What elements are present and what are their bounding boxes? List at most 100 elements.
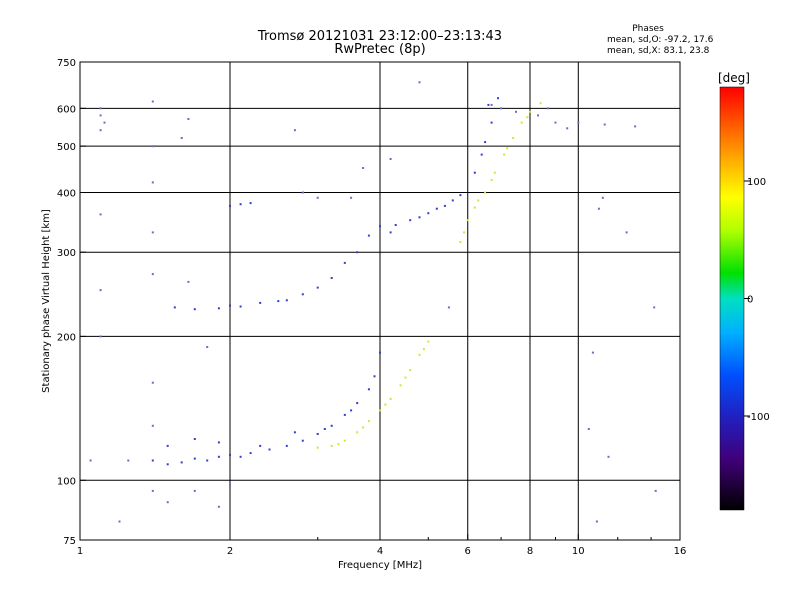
data-point xyxy=(362,426,365,429)
y-axis-label: Stationary phase Virtual Height [km] xyxy=(41,209,52,393)
x-tick-label: 10 xyxy=(572,546,585,557)
data-point xyxy=(435,207,438,210)
data-point xyxy=(587,428,590,430)
data-point xyxy=(293,431,296,434)
data-point xyxy=(409,369,412,372)
data-point xyxy=(343,261,346,264)
data-point xyxy=(187,118,190,120)
data-point xyxy=(520,121,523,124)
data-point xyxy=(607,455,610,458)
data-point xyxy=(316,196,319,199)
x-axis-label: Frequency [MHz] xyxy=(338,560,422,571)
data-point xyxy=(577,121,580,124)
data-point xyxy=(367,420,370,423)
data-point xyxy=(229,204,231,207)
data-point xyxy=(362,167,365,169)
data-point xyxy=(259,301,262,304)
data-point xyxy=(427,340,430,343)
x-axis: 1 2 4 6 8 10 16 xyxy=(77,534,687,557)
data-point xyxy=(529,110,531,113)
data-point xyxy=(484,191,487,194)
data-point xyxy=(515,110,517,113)
data-point xyxy=(301,439,304,442)
colorbar-tick-label: 0 xyxy=(747,295,753,306)
data-point xyxy=(166,501,169,504)
y-tick-label: 500 xyxy=(57,142,76,153)
data-point xyxy=(99,107,102,110)
y-axis: 75 100 200 300 400 500 600 750 xyxy=(57,58,86,547)
data-point xyxy=(473,206,476,209)
data-point xyxy=(193,308,196,311)
data-point xyxy=(166,463,169,466)
x-tick-label: 16 xyxy=(674,546,687,557)
data-point xyxy=(151,145,154,148)
data-point xyxy=(384,403,387,406)
colorbar-ticks: 100 0 -100 xyxy=(744,177,770,423)
data-point xyxy=(316,433,319,435)
data-point xyxy=(151,381,154,384)
data-point xyxy=(389,397,392,400)
data-point xyxy=(99,213,102,216)
data-point xyxy=(217,441,220,444)
x-tick-label: 4 xyxy=(377,546,383,557)
data-point xyxy=(249,202,252,205)
data-point xyxy=(193,438,196,440)
stats-heading: Phases xyxy=(632,24,664,34)
data-point xyxy=(187,280,190,283)
data-point xyxy=(193,489,196,492)
data-point xyxy=(356,402,359,405)
data-point xyxy=(99,289,102,292)
data-point xyxy=(350,196,353,199)
data-point xyxy=(625,231,628,234)
data-point xyxy=(151,459,154,462)
data-point xyxy=(506,147,509,150)
data-point xyxy=(301,191,304,194)
data-point xyxy=(173,306,176,309)
data-point xyxy=(547,107,550,110)
data-point xyxy=(490,178,493,181)
data-point xyxy=(249,452,252,455)
data-point xyxy=(323,428,326,430)
data-point xyxy=(447,306,450,309)
data-point xyxy=(206,459,209,462)
data-point xyxy=(601,196,604,199)
data-point xyxy=(526,116,529,119)
data-point xyxy=(337,443,340,446)
data-point xyxy=(217,505,220,508)
data-point xyxy=(356,251,359,254)
data-point xyxy=(603,123,606,126)
colorbar-label: [deg] xyxy=(718,71,750,85)
data-point xyxy=(418,216,421,219)
data-point xyxy=(151,424,154,427)
x-tick-label: 8 xyxy=(527,546,533,557)
data-point xyxy=(367,388,370,391)
data-point xyxy=(151,273,154,276)
data-point xyxy=(480,153,483,156)
x-tick-label: 6 xyxy=(465,546,471,557)
data-point xyxy=(503,153,506,156)
data-point xyxy=(99,335,102,338)
data-point xyxy=(597,207,600,210)
data-point xyxy=(451,199,454,202)
data-point xyxy=(394,224,397,226)
data-point xyxy=(554,121,557,124)
data-point xyxy=(151,100,154,103)
data-point xyxy=(180,137,183,139)
y-tick-label: 100 xyxy=(57,476,76,487)
data-point xyxy=(373,375,376,378)
y-tick-label: 750 xyxy=(57,58,76,69)
y-tick-label: 200 xyxy=(57,332,76,343)
data-point xyxy=(379,351,381,354)
data-point xyxy=(277,300,280,303)
chart-subtitle: RwPretec (8p) xyxy=(334,42,425,57)
data-point xyxy=(239,305,242,308)
data-point xyxy=(285,444,288,447)
data-point xyxy=(239,203,242,206)
data-point xyxy=(379,409,381,412)
data-point xyxy=(427,212,430,215)
data-point xyxy=(418,81,421,84)
data-point xyxy=(293,129,296,132)
y-tick-label: 400 xyxy=(57,188,76,199)
data-point xyxy=(389,158,392,160)
